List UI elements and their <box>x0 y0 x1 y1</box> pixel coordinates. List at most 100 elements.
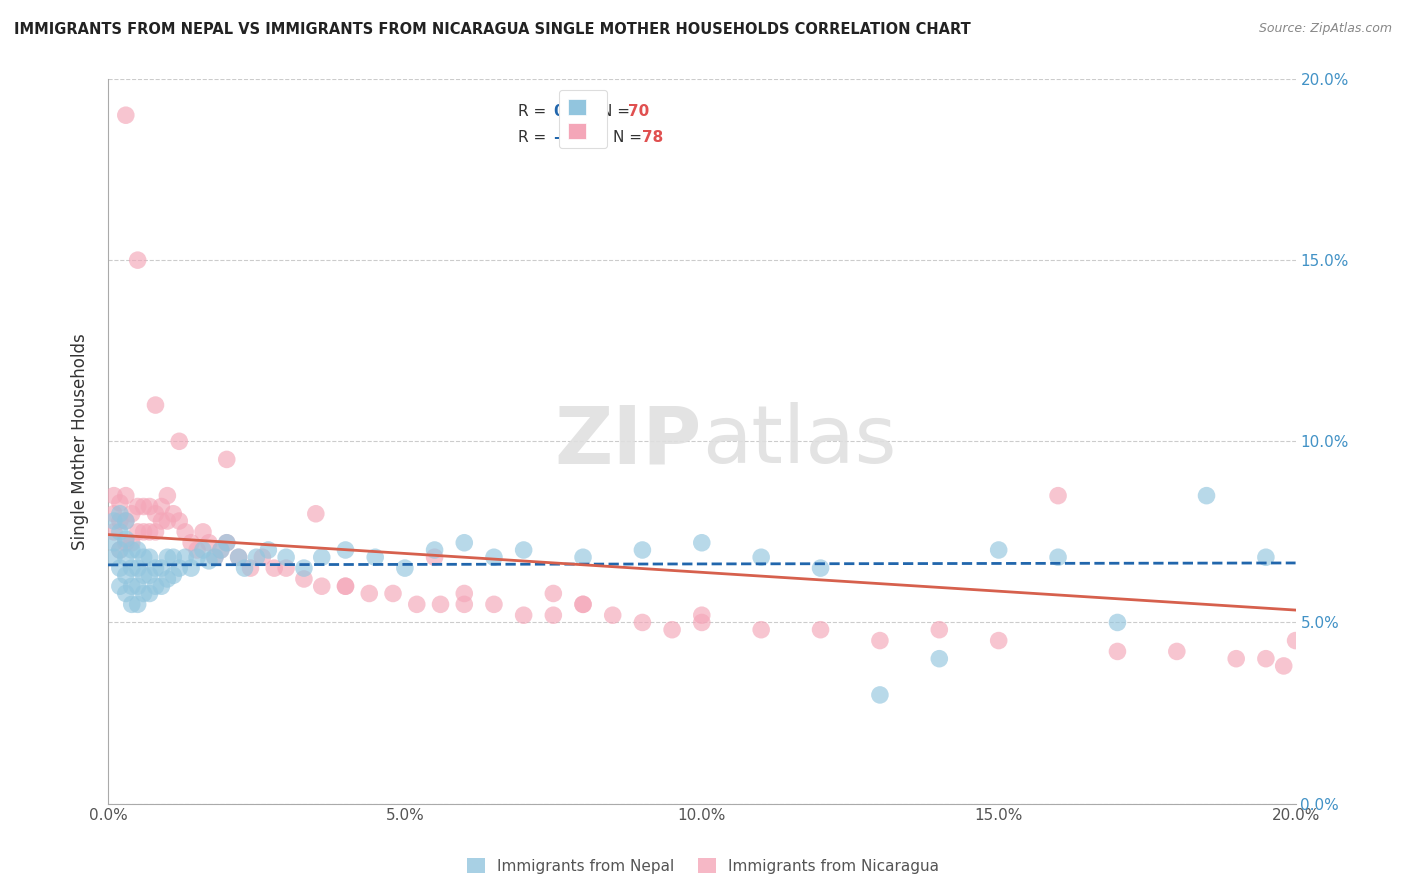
Point <box>359 586 381 600</box>
Point <box>138 586 160 600</box>
Text: N =: N = <box>613 129 647 145</box>
Point <box>512 543 534 558</box>
Point <box>121 598 143 612</box>
Point <box>453 586 475 600</box>
Point <box>631 615 654 630</box>
Legend: , : , <box>558 90 607 148</box>
Point <box>311 550 333 565</box>
Point <box>156 489 179 503</box>
Point <box>150 514 173 528</box>
Point <box>1272 659 1295 673</box>
Point <box>138 568 160 582</box>
Point <box>928 651 950 665</box>
Point <box>108 524 131 539</box>
Point <box>482 598 505 612</box>
Point <box>162 507 184 521</box>
Point <box>245 550 267 565</box>
Point <box>512 608 534 623</box>
Point <box>108 561 131 575</box>
Point <box>114 489 136 503</box>
Point <box>145 398 167 412</box>
Point <box>114 514 136 528</box>
Point <box>162 550 184 565</box>
Point <box>150 561 173 575</box>
Point <box>209 543 232 558</box>
Point <box>749 550 772 565</box>
Y-axis label: Single Mother Households: Single Mother Households <box>72 333 89 549</box>
Point <box>138 500 160 514</box>
Point <box>162 568 184 582</box>
Point <box>209 543 232 558</box>
Text: R =: R = <box>517 129 551 145</box>
Point <box>167 514 190 528</box>
Point <box>204 550 226 565</box>
Point <box>121 561 143 575</box>
Point <box>661 623 683 637</box>
Point <box>987 543 1010 558</box>
Point <box>690 615 713 630</box>
Point <box>335 579 357 593</box>
Point <box>690 608 713 623</box>
Point <box>335 579 357 593</box>
Point <box>572 550 595 565</box>
Point <box>145 507 167 521</box>
Point <box>108 543 131 558</box>
Point <box>108 496 131 510</box>
Point <box>928 623 950 637</box>
Point <box>127 524 149 539</box>
Point <box>1284 633 1306 648</box>
Point <box>429 598 451 612</box>
Point <box>127 561 149 575</box>
Point <box>405 598 427 612</box>
Point <box>127 543 149 558</box>
Point <box>215 535 238 549</box>
Point <box>239 561 262 575</box>
Point <box>305 507 328 521</box>
Point <box>394 561 416 575</box>
Point <box>869 633 891 648</box>
Point <box>108 579 131 593</box>
Point <box>167 561 190 575</box>
Point <box>1166 644 1188 658</box>
Text: ZIP: ZIP <box>554 402 702 480</box>
Point <box>114 532 136 546</box>
Point <box>482 550 505 565</box>
Point <box>423 550 446 565</box>
Point <box>132 500 155 514</box>
Point <box>180 535 202 549</box>
Point <box>121 579 143 593</box>
Point <box>1047 489 1070 503</box>
Text: 78: 78 <box>643 129 664 145</box>
Point <box>1254 651 1277 665</box>
Point <box>132 550 155 565</box>
Point <box>150 500 173 514</box>
Point <box>276 561 298 575</box>
Point <box>543 608 565 623</box>
Point <box>156 572 179 586</box>
Point <box>145 579 167 593</box>
Point <box>103 524 125 539</box>
Point <box>364 550 387 565</box>
Point <box>108 507 131 521</box>
Point <box>276 550 298 565</box>
Point <box>138 550 160 565</box>
Point <box>114 514 136 528</box>
Point <box>167 434 190 449</box>
Point <box>114 108 136 122</box>
Point <box>572 598 595 612</box>
Point <box>1107 615 1129 630</box>
Point <box>186 550 208 565</box>
Point <box>114 535 136 549</box>
Point <box>690 535 713 549</box>
Point <box>198 535 221 549</box>
Point <box>145 524 167 539</box>
Point <box>121 507 143 521</box>
Point <box>103 550 125 565</box>
Point <box>108 543 131 558</box>
Point <box>382 586 405 600</box>
Point <box>1225 651 1247 665</box>
Point <box>138 524 160 539</box>
Point <box>191 524 214 539</box>
Point <box>180 561 202 575</box>
Point <box>1047 550 1070 565</box>
